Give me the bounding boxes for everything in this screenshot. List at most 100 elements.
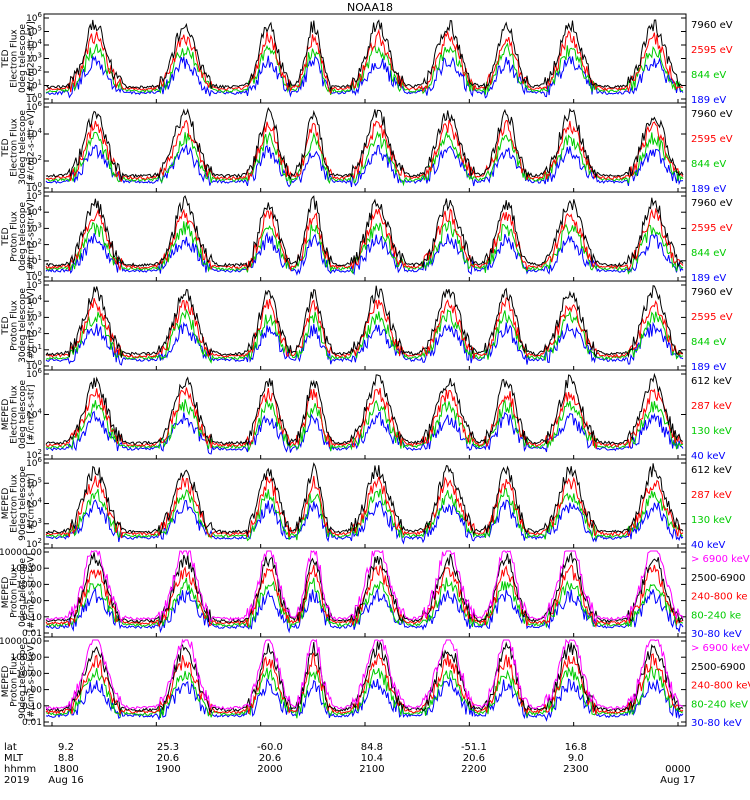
x-row-value: 2000 xyxy=(257,764,282,775)
x-row-label: 2019 xyxy=(4,775,29,786)
legend-entry: 612 keV xyxy=(691,465,732,476)
y-axis-label: [#/cm2-s-str] xyxy=(27,473,37,533)
x-row-value: 9.2 xyxy=(58,742,74,753)
y-tick-label: 10.00 xyxy=(16,580,42,590)
y-axis-label: [#/cm2-s-str-eV] xyxy=(27,21,37,96)
legend-entry: 40 keV xyxy=(691,451,725,462)
y-axis-label: [#/cm2-s-str-keV] xyxy=(27,553,37,632)
legend-entry: 30-80 keV xyxy=(691,718,742,729)
legend-entry: 7960 eV xyxy=(691,20,733,31)
y-tick-label: 104 xyxy=(26,127,42,140)
x-row-value: 1800 xyxy=(53,764,78,775)
x-row-value: 8.8 xyxy=(58,753,74,764)
y-axis-label: 30deg telescope xyxy=(18,110,28,185)
legend-entry: 40 keV xyxy=(691,540,725,551)
y-axis-label: 0deg telescope xyxy=(18,202,28,272)
y-axis-label: MEPED xyxy=(1,399,11,431)
x-row-value: 20.6 xyxy=(259,753,281,764)
series-black xyxy=(45,285,684,359)
series-red xyxy=(45,119,684,183)
series-magenta xyxy=(45,638,684,711)
x-row-value: 25.3 xyxy=(157,742,179,753)
x-row-value: 2300 xyxy=(563,764,588,775)
y-axis-label: Proton Flux xyxy=(10,300,20,351)
y-tick-label: 10000.00 xyxy=(0,548,42,558)
y-tick-label: 104 xyxy=(26,408,42,421)
y-tick-label: 0.10 xyxy=(22,613,42,623)
legend-entry: 844 eV xyxy=(691,337,726,348)
series-red xyxy=(45,475,684,539)
legend-entry: 2595 eV xyxy=(691,223,733,234)
x-row-value: Aug 16 xyxy=(48,775,83,786)
series-blue xyxy=(45,321,684,366)
series-red xyxy=(45,297,684,360)
y-tick-label: 103 xyxy=(26,517,42,530)
y-axis-label: Electron Flux xyxy=(10,474,20,533)
y-tick-label: 103 xyxy=(26,221,42,234)
y-tick-label: 10000.00 xyxy=(0,637,42,647)
y-tick-label: 100 xyxy=(26,270,42,283)
series-blue xyxy=(45,231,684,276)
y-tick-label: 101 xyxy=(26,343,42,356)
series-black xyxy=(45,195,684,269)
y-axis-label: [#/cm2-s-str-keV] xyxy=(27,642,37,721)
y-axis-label: MEPED xyxy=(1,488,11,520)
legend-entry: 844 eV xyxy=(691,248,726,259)
y-axis-label: Electron Flux xyxy=(10,29,20,88)
y-tick-label: 1.00 xyxy=(22,597,42,607)
y-tick-label: 106 xyxy=(26,11,42,24)
legend-entry: 844 eV xyxy=(691,159,726,170)
legend-entry: 7960 eV xyxy=(691,198,733,209)
y-tick-label: 102 xyxy=(26,537,42,550)
x-row-label: hhmm xyxy=(4,764,36,775)
x-row-value: -51.1 xyxy=(461,742,487,753)
y-tick-label: 0.01 xyxy=(22,718,42,728)
series-black xyxy=(45,372,684,447)
legend-entry: 130 keV xyxy=(691,515,732,526)
y-tick-label: 102 xyxy=(26,327,42,340)
y-tick-label: 100.00 xyxy=(11,564,43,574)
legend-entry: 189 eV xyxy=(691,95,726,106)
legend-entry: 189 eV xyxy=(691,362,726,373)
legend-entry: > 6900 keV xyxy=(691,643,750,654)
series-blue xyxy=(45,142,684,188)
series-blue xyxy=(45,54,684,99)
series-green xyxy=(45,130,684,187)
legend-entry: 844 eV xyxy=(691,70,726,81)
legend-entry: 2595 eV xyxy=(691,45,733,56)
panel-7: 10000.00 100.00 10.00 1.00 0.10 0.01 MEPEDProt… xyxy=(0,547,750,640)
y-tick-label: 102 xyxy=(26,154,42,167)
series-green xyxy=(45,219,684,275)
y-tick-label: 101 xyxy=(26,79,42,92)
x-row-label: MLT xyxy=(4,753,24,764)
y-axis-label: TED xyxy=(1,138,11,157)
x-row-value: 0000 xyxy=(665,764,690,775)
y-axis-label: [#/cm2-s-str] xyxy=(27,384,37,444)
legend-entry: 80-240 keV xyxy=(691,699,748,710)
x-row-value: Aug 17 xyxy=(660,775,695,786)
series-blue xyxy=(45,499,684,545)
x-row-value: 84.8 xyxy=(361,742,383,753)
y-axis-label: 90deg telescope xyxy=(18,644,28,719)
legend-entry: 130 keV xyxy=(691,426,732,437)
series-black xyxy=(45,106,684,181)
series-blue xyxy=(45,587,684,634)
y-tick-label: 103 xyxy=(26,310,42,323)
y-tick-label: 104 xyxy=(26,205,42,218)
series-blue xyxy=(45,410,684,455)
legend-entry: 30-80 keV xyxy=(691,629,742,640)
y-tick-label: 106 xyxy=(26,456,42,469)
x-row-value: 1900 xyxy=(155,764,180,775)
y-tick-label: 100 xyxy=(26,181,42,194)
x-row-value: 9.0 xyxy=(568,753,584,764)
y-tick-label: 100 xyxy=(26,359,42,372)
y-tick-label: 105 xyxy=(26,25,42,38)
series-red xyxy=(45,387,684,449)
